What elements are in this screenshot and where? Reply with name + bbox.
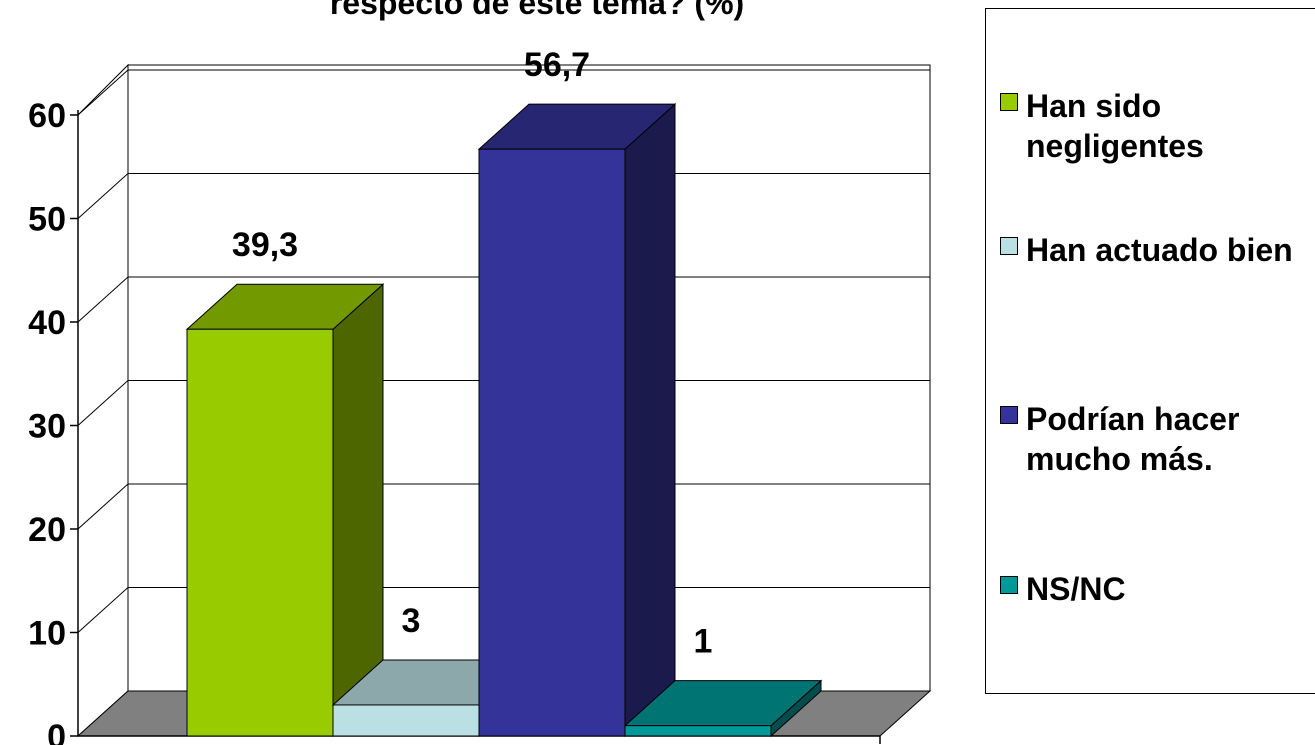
- bar-han-actuado-bien: [332, 704, 480, 737]
- data-label-han-actuado-bien: 3: [402, 602, 421, 640]
- bar-han-sido-negligentes: [186, 328, 334, 737]
- y-tick-label-10: 10: [28, 615, 66, 653]
- legend-swatch-han-actuado-bien: [1000, 237, 1018, 255]
- gridline-60: [77, 69, 930, 116]
- legend: [985, 8, 1315, 694]
- legend-swatch-podrian-hacer-mucho-mas: [1000, 406, 1018, 424]
- legend-item-podrian-hacer-mucho-mas: Podrían hacer mucho más.: [1000, 399, 1306, 479]
- legend-item-han-sido-negligentes: Han sido negligentes: [1000, 86, 1306, 166]
- bar-podrian-hacer-mucho-mas: [478, 148, 626, 737]
- y-tick-label-60: 60: [28, 97, 66, 135]
- legend-label-podrian-hacer-mucho-mas: Podrían hacer mucho más.: [1026, 401, 1240, 477]
- data-label-han-sido-negligentes: 39,3: [232, 226, 298, 264]
- data-label-ns-nc: 1: [694, 623, 713, 661]
- side-wall: [77, 63, 129, 738]
- legend-label-han-sido-negligentes: Han sido negligentes: [1026, 88, 1204, 164]
- legend-swatch-ns-nc: [1000, 576, 1018, 594]
- y-tick-label-40: 40: [28, 304, 66, 342]
- data-label-podrian-hacer-mucho-mas: 56,7: [524, 46, 590, 84]
- chart-title: respecto de este tema? (%): [330, 0, 744, 21]
- legend-label-ns-nc: NS/NC: [1026, 571, 1126, 607]
- legend-item-ns-nc: NS/NC: [1000, 569, 1306, 609]
- legend-item-han-actuado-bien: Han actuado bien: [1000, 230, 1306, 270]
- y-tick-label-30: 30: [28, 408, 66, 446]
- y-tick-label-50: 50: [28, 201, 66, 239]
- y-tick-label-0: 0: [47, 718, 66, 745]
- legend-swatch-han-sido-negligentes: [1000, 93, 1018, 111]
- y-tick-label-20: 20: [28, 511, 66, 549]
- bar-side-podrian-hacer-mucho-mas: [624, 103, 676, 738]
- legend-label-han-actuado-bien: Han actuado bien: [1026, 232, 1293, 268]
- bar-ns-nc: [624, 725, 772, 737]
